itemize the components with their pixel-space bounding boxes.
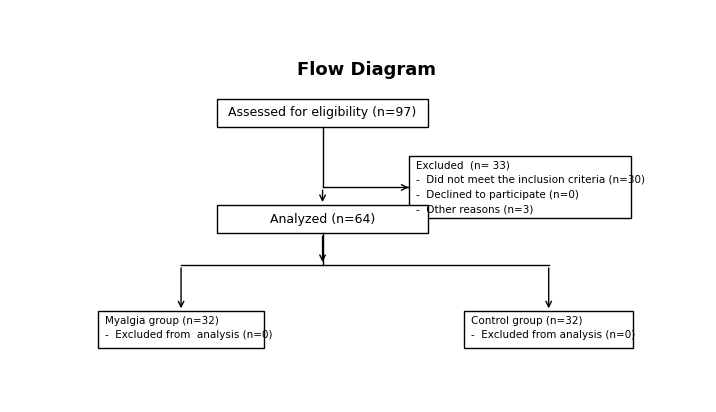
FancyBboxPatch shape <box>409 156 631 218</box>
FancyBboxPatch shape <box>464 311 634 348</box>
FancyBboxPatch shape <box>98 311 264 348</box>
Text: Flow Diagram: Flow Diagram <box>297 61 437 79</box>
Text: Assessed for eligibility (n=97): Assessed for eligibility (n=97) <box>228 106 417 119</box>
Text: Excluded  (n= 33)
-  Did not meet the inclusion criteria (n=30)
-  Declined to p: Excluded (n= 33) - Did not meet the incl… <box>416 160 645 215</box>
FancyBboxPatch shape <box>217 98 428 127</box>
Text: Myalgia group (n=32)
-  Excluded from  analysis (n=0): Myalgia group (n=32) - Excluded from ana… <box>105 316 273 340</box>
Text: Control group (n=32)
-  Excluded from analysis (n=0): Control group (n=32) - Excluded from ana… <box>471 316 636 340</box>
Text: Analyzed (n=64): Analyzed (n=64) <box>270 213 375 226</box>
FancyBboxPatch shape <box>217 205 428 234</box>
